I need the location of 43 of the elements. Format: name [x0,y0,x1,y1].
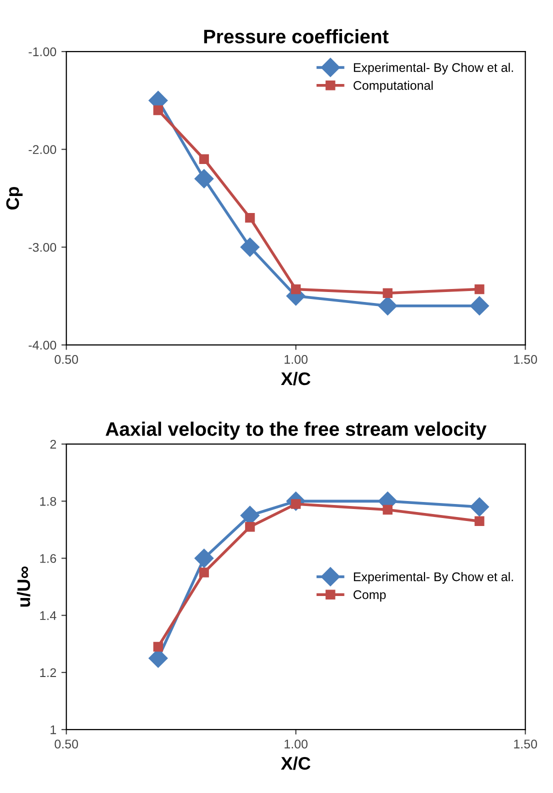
y-tick-label: 1.6 [40,554,56,563]
x-tick-label: 1.50 [514,740,538,748]
y-tick-label: -1.00 [28,47,56,56]
y-tick-label: 1.2 [40,668,56,677]
point [474,284,484,294]
point [382,288,393,298]
y-axis-title: Cp [6,186,23,210]
x-tick-label: 0.50 [54,740,78,748]
x-tick-label: 1.00 [284,740,308,748]
legend-label: Computational [354,80,433,92]
x-tick-label: 1.50 [514,355,538,364]
chart-title: Pressure coefficient [204,29,389,44]
point [194,169,214,188]
y-tick-label: 2 [50,440,56,449]
point [153,642,164,652]
point [378,296,398,316]
point [199,568,209,578]
point [470,296,489,316]
y-tick-label: -3.00 [28,242,56,252]
point [470,497,489,516]
y-axis-title: u/U∞ [16,566,30,607]
point [474,516,484,526]
x-tick-label: 0.50 [54,355,78,364]
point [240,238,260,257]
y-tick-label: -4.00 [28,340,56,350]
legend-label: Experimental- By Chow et al. [354,62,513,74]
point [245,212,255,223]
y-tick-label: 1.8 [40,496,56,506]
chart-title: Aaxial velocity to the free stream velocity [106,422,487,440]
x-axis-title: X/C [280,756,310,770]
legend-label: Comp [354,590,386,602]
x-tick-label: 1.00 [284,355,308,364]
y-tick-label: -2.00 [28,145,56,154]
x-axis-title: X/C [280,372,310,386]
point [382,504,393,515]
point [153,105,164,116]
y-tick-label: 1.4 [40,611,56,620]
legend-label: Experimental- By Chow et al. [354,572,513,584]
point [245,522,255,532]
point [199,154,209,164]
y-tick-label: 1 [50,725,56,734]
point [290,284,301,294]
point [194,548,214,568]
